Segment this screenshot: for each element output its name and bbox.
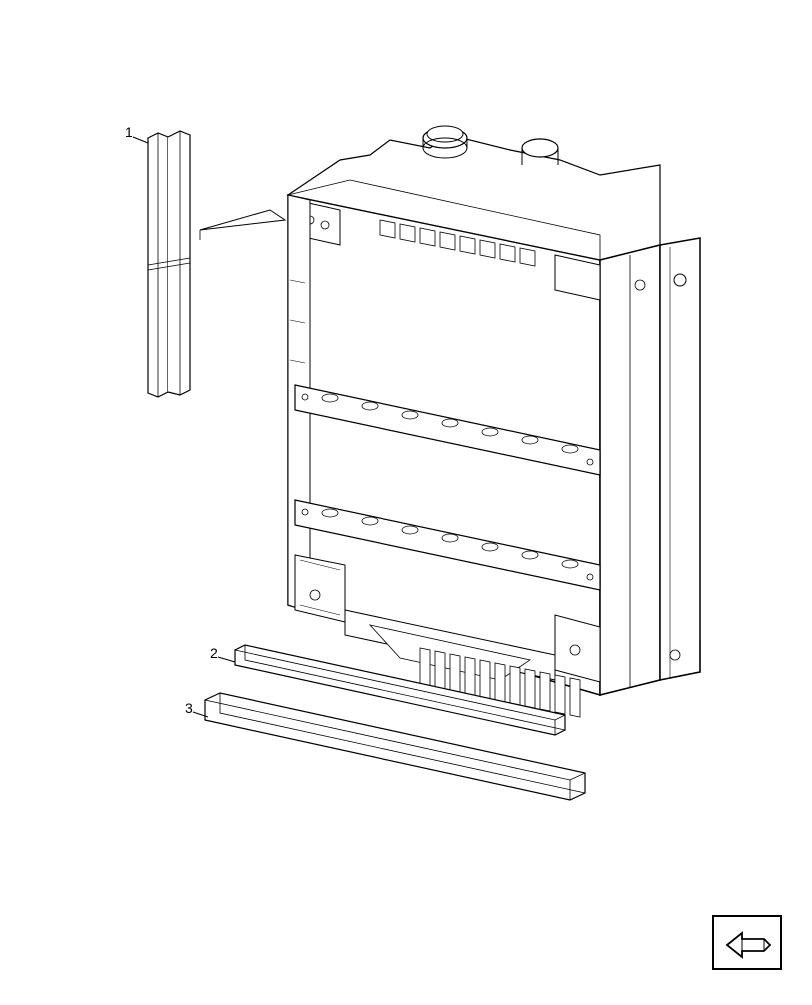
parts-diagram: 1 2 3	[0, 0, 812, 1000]
back-arrow-icon	[722, 925, 772, 960]
back-button[interactable]	[712, 915, 782, 970]
callout-label-3: 3	[185, 700, 193, 716]
callout-label-2: 2	[210, 645, 218, 661]
part-seal-strip	[148, 131, 190, 397]
part-radiator	[288, 126, 700, 717]
callout-label-1: 1	[125, 124, 133, 140]
diagram-svg	[0, 0, 812, 1000]
